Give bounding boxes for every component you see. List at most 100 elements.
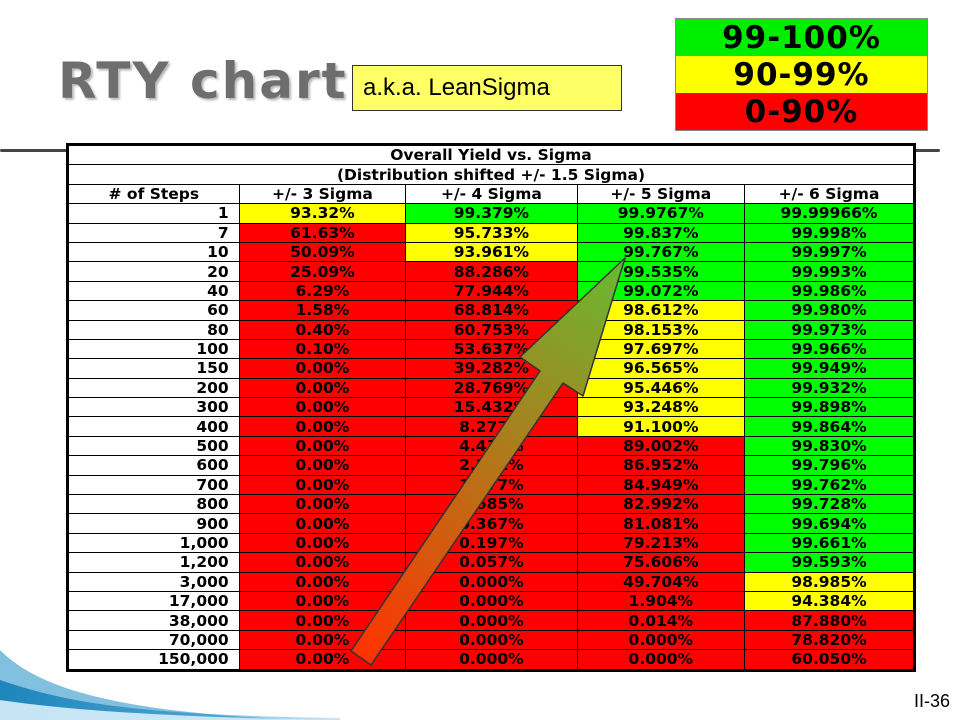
steps-cell: 70,000 [68,629,240,651]
yield-cell: 0.000% [405,649,578,670]
yield-cell: 81.081% [576,513,745,534]
table-row: 700 0.00% 1.277% 84.949% 99.762% [68,474,915,496]
yield-cell: 99.661% [743,532,915,554]
steps-cell: 150 [68,358,240,379]
yield-cell: 75.606% [576,552,745,573]
yield-cell: 0.000% [405,571,578,592]
table-row: 3,000 0.00% 0.000% 49.704% 98.985% [68,571,915,592]
yield-cell: 1.904% [576,590,745,612]
yield-cell: 88.286% [405,261,578,282]
yield-cell: 99.837% [576,222,745,243]
table-row: 900 0.00% 0.367% 81.081% 99.694% [68,513,915,534]
yield-cell: 39.282% [405,358,578,379]
yield-cell: 0.000% [405,590,578,612]
table-row: 80 0.40% 60.753% 98.153% 99.973% [68,319,915,340]
yield-cell: 77.944% [405,280,578,302]
yield-cell: 60.753% [405,319,578,340]
aka-label: a.k.a. LeanSigma [352,65,622,111]
column-header: +/- 6 Sigma [743,183,915,205]
steps-cell: 80 [68,319,240,340]
yield-cell: 4.439% [405,435,578,457]
yield-cell: 94.384% [743,590,915,612]
yield-cell: 6.29% [238,280,407,302]
steps-cell: 1,000 [68,532,240,554]
steps-cell: 600 [68,455,240,476]
yield-cell: 86.952% [576,455,745,476]
table-row: 70,000 0.00% 0.000% 0.000% 78.820% [68,629,915,651]
yield-cell: 87.880% [743,610,915,631]
yield-cell: 99.949% [743,358,915,379]
steps-cell: 7 [68,222,240,243]
yield-cell: 99.379% [405,203,578,224]
steps-cell: 400 [68,416,240,437]
yield-cell: 98.612% [576,300,745,321]
steps-cell: 20 [68,261,240,282]
steps-cell: 1,200 [68,552,240,573]
yield-cell: 99.796% [743,455,915,476]
steps-cell: 300 [68,397,240,418]
table-row: 1 93.32% 99.379% 99.9767% 99.99966% [68,203,915,224]
table-row: 17,000 0.00% 0.000% 1.904% 94.384% [68,590,915,612]
table-row: 1,200 0.00% 0.057% 75.606% 99.593% [68,552,915,573]
yield-cell: 0.685% [405,494,578,515]
table-row: 38,000 0.00% 0.000% 0.014% 87.880% [68,610,915,631]
yield-cell: 0.000% [405,629,578,651]
steps-cell: 900 [68,513,240,534]
yield-cell: 95.733% [405,222,578,243]
table-row: 7 61.63% 95.733% 99.837% 99.998% [68,222,915,243]
yield-cell: 0.00% [238,649,407,670]
yield-cell: 99.932% [743,377,915,399]
yield-cell: 0.000% [576,649,745,670]
yield-cell: 0.000% [405,610,578,631]
yield-cell: 99.997% [743,241,915,263]
yield-cell: 99.762% [743,474,915,496]
yield-cell: 0.00% [238,552,407,573]
yield-cell: 0.00% [238,532,407,554]
yield-cell: 93.961% [405,241,578,263]
yield-cell: 0.00% [238,629,407,651]
steps-cell: 10 [68,241,240,263]
column-header: # of Steps [68,183,240,205]
yield-cell: 53.637% [405,338,578,360]
yield-cell: 0.014% [576,610,745,631]
table-row: 800 0.00% 0.685% 82.992% 99.728% [68,494,915,515]
yield-cell: 0.00% [238,571,407,592]
yield-cell: 99.993% [743,261,915,282]
yield-cell: 91.100% [576,416,745,437]
yield-cell: 99.864% [743,416,915,437]
yield-cell: 84.949% [576,474,745,496]
table-row: 200 0.00% 28.769% 95.446% 99.932% [68,377,915,399]
yield-cell: 60.050% [743,649,915,670]
yield-cell: 93.32% [238,203,407,224]
steps-cell: 40 [68,280,240,302]
table-subtitle-row: (Distribution shifted +/- 1.5 Sigma) [68,164,914,185]
yield-cell: 15.432% [405,397,578,418]
yield-cell: 82.992% [576,494,745,515]
yield-cell: 0.00% [238,416,407,437]
table-row: 500 0.00% 4.439% 89.002% 99.830% [68,435,915,457]
legend-yellow: 90-99% [676,56,927,93]
table-row: 400 0.00% 8.277% 91.100% 99.864% [68,416,915,437]
steps-cell: 800 [68,494,240,515]
yield-cell: 0.367% [405,513,578,534]
yield-cell: 0.00% [238,455,407,476]
yield-cell: 2.381% [405,455,578,476]
slide-title: RTY chart [58,52,348,110]
table-row: 60 1.58% 68.814% 98.612% 99.980% [68,300,915,321]
yield-cell: 78.820% [743,629,915,651]
yield-cell: 99.830% [743,435,915,457]
yield-cell: 68.814% [405,300,578,321]
yield-cell: 99.072% [576,280,745,302]
yield-cell: 0.00% [238,358,407,379]
yield-cell: 96.565% [576,358,745,379]
yield-cell: 95.446% [576,377,745,399]
yield-cell: 89.002% [576,435,745,457]
yield-cell: 98.985% [743,571,915,592]
steps-cell: 700 [68,474,240,496]
yield-cell: 99.694% [743,513,915,534]
yield-cell: 99.767% [576,241,745,263]
table-subtitle: (Distribution shifted +/- 1.5 Sigma) [68,164,914,185]
steps-cell: 200 [68,377,240,399]
yield-cell: 99.966% [743,338,915,360]
column-header: +/- 5 Sigma [576,183,745,205]
